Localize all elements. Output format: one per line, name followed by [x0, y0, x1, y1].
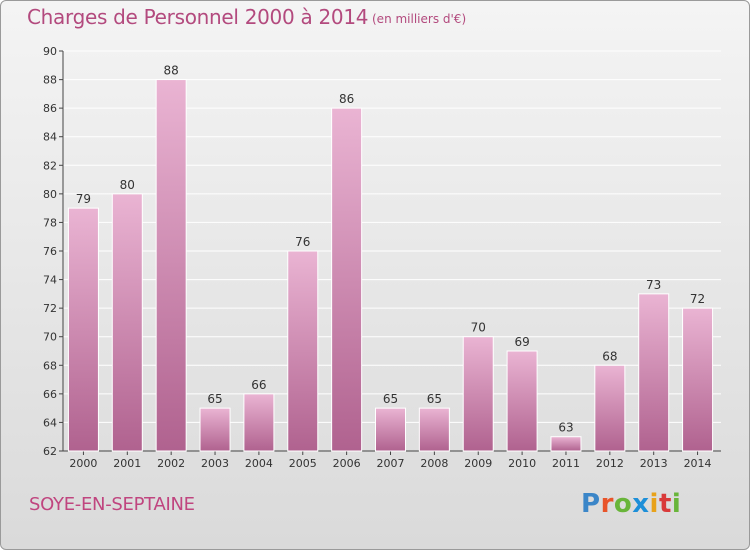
- logo-letter: r: [600, 489, 614, 519]
- x-tick-label: 2003: [201, 457, 229, 470]
- bar: [638, 293, 670, 452]
- bar-value-label: 66: [251, 378, 266, 392]
- x-tick-label: 2006: [333, 457, 361, 470]
- bar: [506, 350, 538, 452]
- bar-value-label: 79: [76, 192, 91, 206]
- x-tick-label: 2005: [289, 457, 317, 470]
- proxiti-logo[interactable]: Proxiti: [581, 489, 681, 519]
- bar-value-label: 88: [164, 64, 179, 78]
- y-tick-label: 86: [43, 102, 57, 115]
- bars: [67, 79, 714, 452]
- y-tick-label: 68: [43, 359, 57, 372]
- bar: [67, 207, 99, 452]
- x-tick-label: 2008: [420, 457, 448, 470]
- y-tick-label: 78: [43, 216, 57, 229]
- y-tick-label: 76: [43, 245, 57, 258]
- labels: 62 64 66 68 70 72 74 76 78 80 82 84 86 88 90 79 2000 80 20…: [43, 45, 712, 470]
- y-tick-label: 82: [43, 159, 57, 172]
- x-tick-label: 2001: [113, 457, 141, 470]
- logo-letter: x: [632, 489, 650, 519]
- x-tick-label: 2007: [377, 457, 405, 470]
- bar-value-label: 65: [383, 392, 398, 406]
- logo-letter: i: [671, 489, 682, 519]
- bar-value-label: 65: [427, 392, 442, 406]
- bar-value-label: 63: [558, 421, 573, 435]
- y-tick-label: 64: [43, 416, 57, 429]
- bar: [375, 407, 406, 452]
- bar-value-label: 76: [295, 235, 310, 249]
- logo-letter: o: [613, 489, 633, 519]
- bar-value-label: 73: [646, 278, 661, 292]
- bar-value-label: 72: [690, 292, 705, 306]
- bar-value-label: 65: [207, 392, 222, 406]
- y-tick-label: 84: [43, 131, 57, 144]
- bar: [682, 307, 714, 452]
- bar: [155, 79, 187, 452]
- y-tick-label: 74: [43, 274, 57, 287]
- logo-letter: P: [581, 489, 601, 519]
- x-tick-label: 2000: [69, 457, 97, 470]
- bar: [287, 250, 319, 452]
- x-tick-label: 2009: [464, 457, 492, 470]
- y-tick-label: 66: [43, 388, 57, 401]
- bar-value-label: 86: [339, 92, 354, 106]
- bar: [550, 436, 582, 452]
- y-tick-label: 88: [43, 74, 57, 87]
- chart-unit-label: (en milliers d'€): [372, 12, 467, 26]
- x-tick-label: 2002: [157, 457, 185, 470]
- y-tick-label: 62: [43, 445, 57, 458]
- bar: [111, 193, 143, 452]
- bar: [462, 336, 494, 452]
- y-tick-label: 72: [43, 302, 57, 315]
- bar-value-label: 80: [120, 178, 135, 192]
- bar-value-label: 70: [471, 321, 486, 335]
- x-tick-label: 2010: [508, 457, 536, 470]
- logo-letter: t: [658, 489, 672, 519]
- bar-value-label: 69: [514, 335, 529, 349]
- x-tick-label: 2004: [245, 457, 273, 470]
- bar: [243, 393, 275, 452]
- bar: [331, 107, 363, 452]
- bar: [418, 407, 450, 452]
- x-tick-label: 2011: [552, 457, 580, 470]
- y-tick-label: 70: [43, 331, 57, 344]
- bar: [199, 407, 231, 452]
- logo-letter: i: [649, 489, 659, 519]
- chart-title: Charges de Personnel 2000 à 2014: [27, 5, 369, 29]
- place-name: SOYE-EN-SEPTAINE: [29, 494, 195, 515]
- x-tick-label: 2013: [640, 457, 668, 470]
- bar: [594, 364, 626, 452]
- y-tick-label: 90: [43, 45, 57, 58]
- bar-value-label: 68: [602, 349, 617, 363]
- x-tick-label: 2012: [596, 457, 624, 470]
- x-tick-label: 2014: [684, 457, 712, 470]
- y-tick-label: 80: [43, 188, 57, 201]
